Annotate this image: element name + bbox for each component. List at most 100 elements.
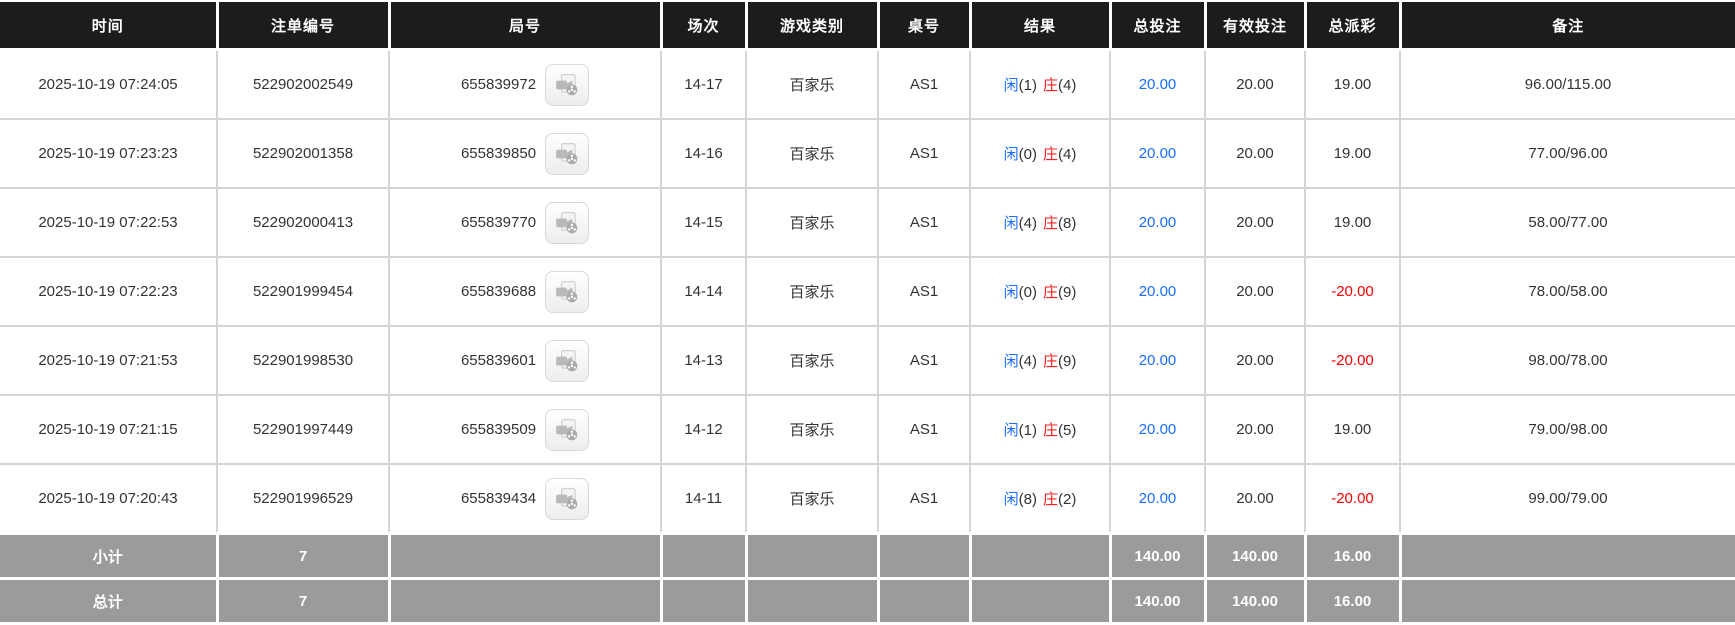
remark-cell: 79.00/98.00	[1399, 394, 1735, 465]
empty-cell	[387, 532, 663, 580]
video-replay-button[interactable]	[545, 63, 590, 106]
subtotal-label: 小计	[0, 532, 219, 580]
video-camera-icon	[554, 141, 580, 167]
video-replay-button[interactable]	[545, 339, 590, 382]
video-camera-icon	[554, 279, 580, 305]
game-type-cell: 百家乐	[745, 187, 879, 258]
video-replay-button[interactable]	[545, 132, 590, 175]
round-cell: 655839601	[388, 325, 662, 396]
grand-total-valid-bet: 140.00	[1203, 577, 1307, 625]
empty-cell	[744, 532, 880, 580]
player-result-label: 闲	[1003, 422, 1019, 439]
banker-result-score: (2)	[1058, 491, 1077, 508]
time-cell: 2025-10-19 07:20:43	[0, 463, 218, 535]
remark-cell: 96.00/115.00	[1399, 48, 1735, 120]
player-result-score: (8)	[1018, 491, 1037, 508]
round-cell: 655839770	[388, 187, 662, 258]
bet-id-cell: 522901999454	[216, 256, 390, 327]
player-result-label: 闲	[1003, 77, 1019, 94]
session-cell: 14-16	[660, 118, 747, 189]
time-cell: 2025-10-19 07:23:23	[0, 118, 218, 189]
round-number: 655839601	[460, 352, 537, 369]
video-camera-icon	[554, 486, 580, 512]
round-cell: 655839434	[388, 463, 662, 535]
empty-cell	[659, 532, 748, 580]
empty-cell	[876, 577, 972, 625]
game-type-cell: 百家乐	[745, 463, 879, 535]
banker-result-score: (4)	[1058, 146, 1077, 163]
valid-bet-cell: 20.00	[1204, 463, 1306, 535]
time-cell: 2025-10-19 07:22:23	[0, 256, 218, 327]
round-cell: 655839688	[388, 256, 662, 327]
round-number: 655839434	[460, 490, 537, 507]
col-header-round: 局号	[387, 2, 663, 51]
total-bet-cell: 20.00	[1109, 463, 1206, 535]
valid-bet-cell: 20.00	[1204, 394, 1306, 465]
bet-id-cell: 522902001358	[216, 118, 390, 189]
payout-cell: 19.00	[1304, 48, 1401, 120]
empty-cell	[387, 577, 663, 625]
valid-bet-cell: 20.00	[1204, 187, 1306, 258]
session-cell: 14-17	[660, 48, 747, 120]
result-cell: 闲(4) 庄(8)	[969, 187, 1111, 258]
empty-cell	[1398, 532, 1735, 580]
video-replay-button[interactable]	[545, 270, 590, 313]
video-replay-button[interactable]	[545, 201, 590, 244]
game-type-cell: 百家乐	[745, 48, 879, 120]
banker-result-score: (9)	[1058, 284, 1077, 301]
player-result-score: (0)	[1018, 284, 1037, 301]
result-cell: 闲(0) 庄(4)	[969, 118, 1111, 189]
table-no-cell: AS1	[877, 325, 971, 396]
bet-id-cell: 522902000413	[216, 187, 390, 258]
video-camera-icon	[554, 417, 580, 443]
time-cell: 2025-10-19 07:24:05	[0, 48, 218, 120]
subtotal-count: 7	[215, 532, 391, 580]
remark-cell: 58.00/77.00	[1399, 187, 1735, 258]
round-cell: 655839509	[388, 394, 662, 465]
session-cell: 14-13	[660, 325, 747, 396]
video-replay-button[interactable]	[545, 408, 590, 451]
round-cell: 655839972	[388, 48, 662, 120]
subtotal-valid-bet: 140.00	[1203, 532, 1307, 580]
time-cell: 2025-10-19 07:21:53	[0, 325, 218, 396]
table-no-cell: AS1	[877, 187, 971, 258]
session-cell: 14-12	[660, 394, 747, 465]
empty-cell	[659, 577, 748, 625]
player-result-label: 闲	[1003, 353, 1019, 370]
header-row: 时间 注单编号 局号 场次 游戏类别 桌号 结果 总投注 有效投注 总派彩 备注	[0, 2, 1735, 51]
round-cell: 655839850	[388, 118, 662, 189]
grand-total-payout: 16.00	[1303, 577, 1402, 625]
table-row: 2025-10-19 07:21:53 522901998530 6558396…	[0, 325, 1735, 396]
empty-cell	[1398, 577, 1735, 625]
table-no-cell: AS1	[877, 48, 971, 120]
video-replay-button[interactable]	[545, 477, 590, 520]
round-number: 655839770	[460, 214, 537, 231]
col-header-time: 时间	[0, 2, 219, 51]
banker-result-score: (4)	[1058, 77, 1077, 94]
empty-cell	[876, 532, 972, 580]
session-cell: 14-15	[660, 187, 747, 258]
result-cell: 闲(1) 庄(5)	[969, 394, 1111, 465]
remark-cell: 77.00/96.00	[1399, 118, 1735, 189]
grand-total-total-bet: 140.00	[1108, 577, 1207, 625]
grand-total-row: 总计 7 140.00 140.00 16.00	[0, 577, 1735, 625]
round-number: 655839688	[460, 283, 537, 300]
valid-bet-cell: 20.00	[1204, 325, 1306, 396]
remark-cell: 78.00/58.00	[1399, 256, 1735, 327]
total-bet-cell: 20.00	[1109, 187, 1206, 258]
subtotal-total-bet: 140.00	[1108, 532, 1207, 580]
round-number: 655839972	[460, 76, 537, 93]
subtotal-row: 小计 7 140.00 140.00 16.00	[0, 532, 1735, 580]
empty-cell	[744, 577, 880, 625]
grand-total-count: 7	[215, 577, 391, 625]
payout-cell: 19.00	[1304, 118, 1401, 189]
result-cell: 闲(8) 庄(2)	[969, 463, 1111, 535]
result-cell: 闲(1) 庄(4)	[969, 48, 1111, 120]
session-cell: 14-11	[660, 463, 747, 535]
player-result-score: (0)	[1018, 146, 1037, 163]
col-header-game-type: 游戏类别	[744, 2, 880, 51]
banker-result-label: 庄	[1043, 215, 1059, 232]
col-header-bet-id: 注单编号	[215, 2, 391, 51]
table-no-cell: AS1	[877, 394, 971, 465]
player-result-score: (1)	[1018, 77, 1037, 94]
